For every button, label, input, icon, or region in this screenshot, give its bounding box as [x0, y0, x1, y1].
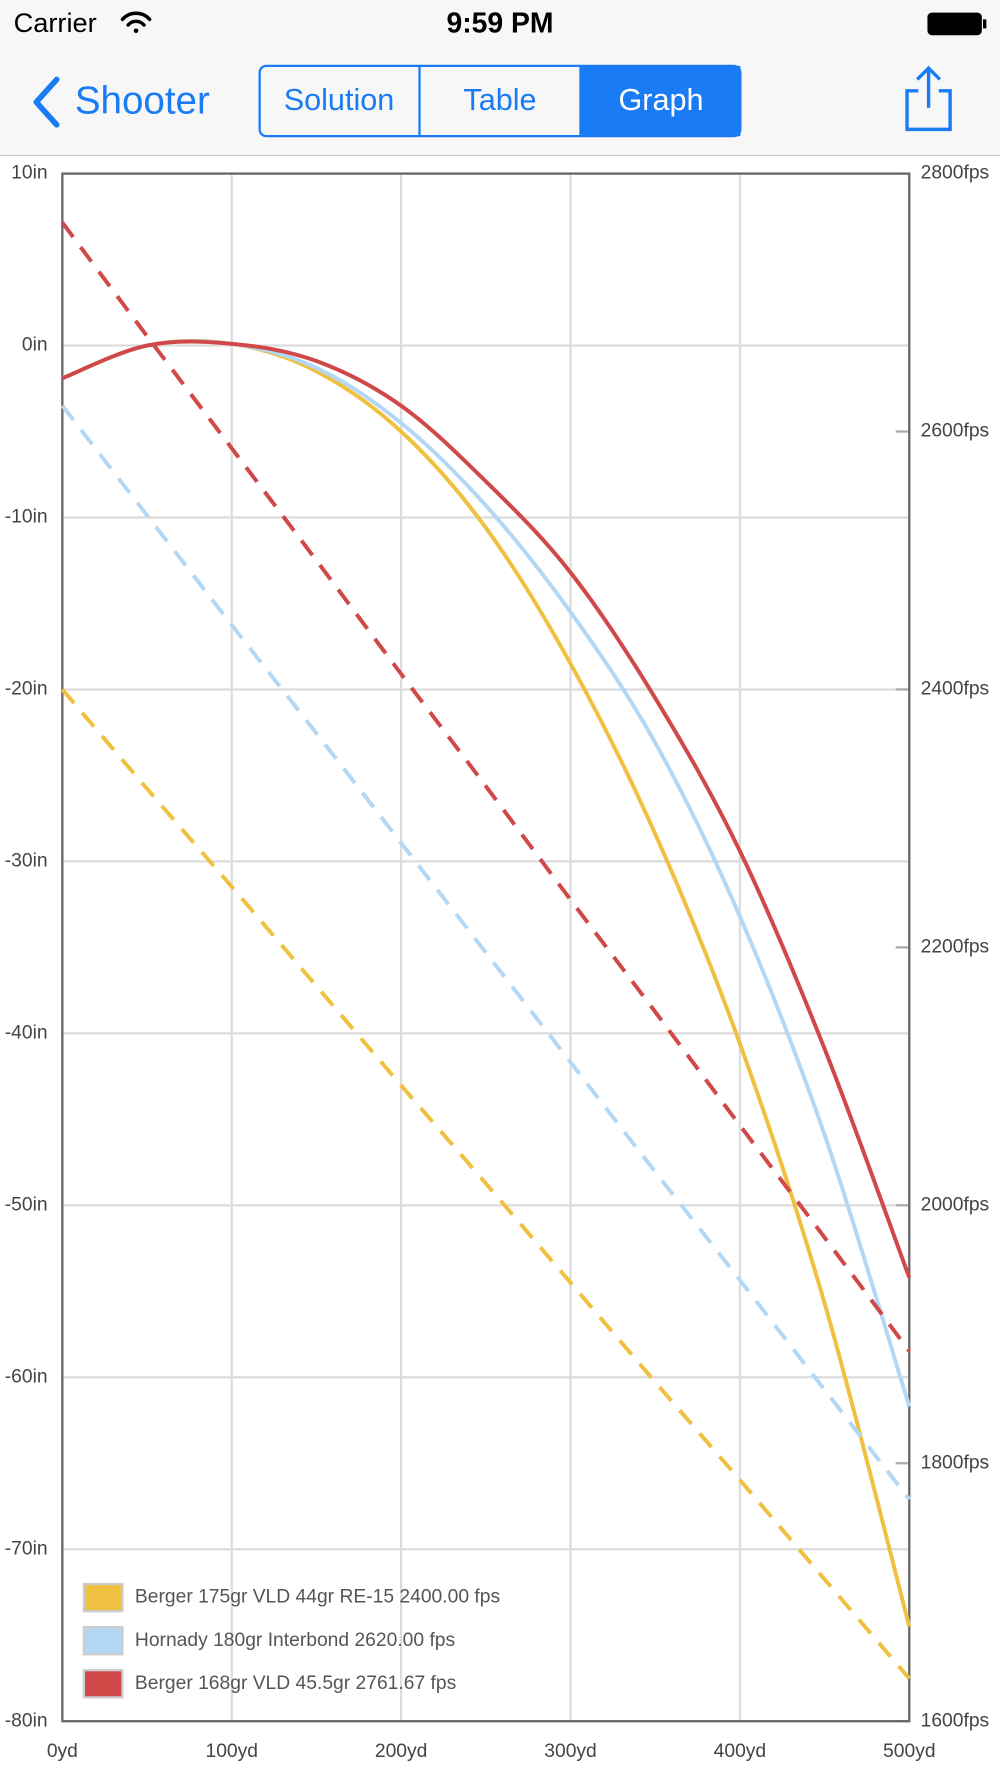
- x-tick-label: 200yd: [375, 1741, 427, 1762]
- y-tick-label: -40in: [5, 1022, 48, 1043]
- y-tick-label: -80in: [5, 1710, 48, 1731]
- y-tick-label: -10in: [5, 507, 48, 528]
- segment[interactable]: Solution: [284, 83, 395, 117]
- y2-tick-label: 1800fps: [921, 1452, 990, 1473]
- drop-line: [61, 338, 912, 1628]
- legend-swatch: [82, 1669, 124, 1699]
- velocity-line: [60, 221, 911, 1353]
- top-bar: [0, 0, 1000, 156]
- x-tick-label: 100yd: [205, 1741, 258, 1762]
- x-tick-label: 500yd: [883, 1741, 936, 1762]
- plot-frame: [61, 172, 911, 1723]
- y-tick-label: -50in: [5, 1194, 48, 1215]
- legend-swatch: [82, 1582, 124, 1613]
- segment[interactable]: Graph: [618, 83, 703, 117]
- legend-label: Berger 168gr VLD 45.5gr 2761.67 fps: [135, 1673, 456, 1694]
- carrier: Carrier: [14, 7, 97, 38]
- x-tick-label: 0yd: [47, 1741, 78, 1762]
- battery-icon: [927, 12, 987, 36]
- y-tick-label: 0in: [22, 335, 48, 356]
- x-tick-label: 300yd: [544, 1741, 597, 1762]
- y-tick-label: 10in: [11, 163, 47, 184]
- y2-tick-label: 2200fps: [921, 936, 990, 957]
- y2-tick-label: 1600fps: [921, 1710, 990, 1731]
- y-tick-label: -30in: [5, 851, 48, 872]
- back-button[interactable]: Shooter: [33, 76, 210, 128]
- y-tick-label: -70in: [5, 1538, 48, 1559]
- chart: 0yd 100yd 200yd 300yd 400yd 500yd 10in 0in -10in…: [5, 163, 989, 1762]
- y2-tick-label: 2600fps: [921, 421, 990, 442]
- y-tick-label: -20in: [5, 679, 48, 700]
- y2-tick-label: 2000fps: [921, 1194, 990, 1215]
- velocity-line: [60, 404, 911, 1501]
- legend-label: Berger 175gr VLD 44gr RE-15 2400.00 fps: [135, 1587, 500, 1608]
- y-tick-label: -60in: [5, 1366, 48, 1387]
- segmented-control: Solution Table Graph: [258, 64, 742, 138]
- back-label[interactable]: Shooter: [75, 79, 210, 122]
- segment-frame: [258, 64, 742, 138]
- y2-tick-label: 2800fps: [921, 163, 990, 184]
- wifi-icon: [120, 11, 152, 33]
- legend-swatch: [82, 1625, 124, 1656]
- share-button[interactable]: [905, 65, 952, 132]
- clock: 9:59 PM: [446, 8, 553, 40]
- velocity-line: [60, 688, 911, 1680]
- legend-label: Hornady 180gr Interbond 2620.00 fps: [135, 1630, 455, 1651]
- segment-selected-bg: [580, 65, 741, 137]
- drop-line: [61, 339, 912, 1279]
- segment[interactable]: Table: [463, 83, 536, 117]
- y2-tick-label: 2400fps: [921, 679, 990, 700]
- drop-line: [61, 339, 912, 1408]
- x-tick-label: 400yd: [714, 1741, 767, 1762]
